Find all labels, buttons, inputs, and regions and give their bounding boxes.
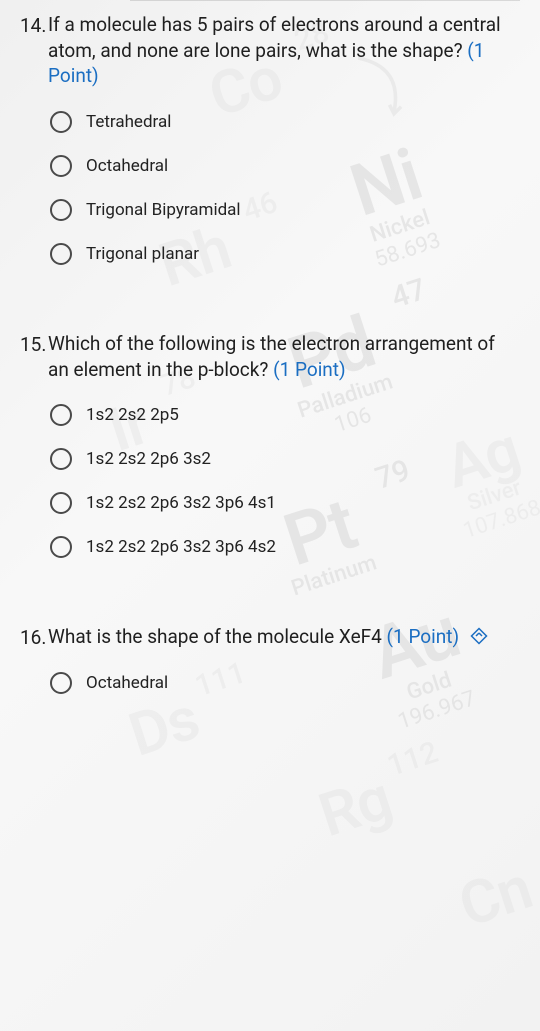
options-list: 1s2 2s2 2p5 1s2 2s2 2p6 3s2 1s2 2s2 2p6 3s… bbox=[20, 404, 520, 558]
option[interactable]: 1s2 2s2 2p5 bbox=[50, 404, 520, 426]
option[interactable]: 1s2 2s2 2p6 3s2 3p6 4s2 bbox=[50, 536, 520, 558]
question-gap bbox=[0, 596, 540, 620]
question-number: 14. bbox=[20, 12, 48, 37]
edit-icon[interactable] bbox=[470, 626, 488, 644]
question-text: What is the shape of the molecule XeF4 (… bbox=[48, 624, 520, 650]
radio-icon[interactable] bbox=[50, 155, 72, 177]
option-label: 1s2 2s2 2p6 3s2 3p6 4s2 bbox=[86, 537, 276, 557]
option-label: Octahedral bbox=[86, 156, 168, 176]
options-list: Octahedral bbox=[20, 672, 520, 694]
option-label: Trigonal planar bbox=[86, 244, 199, 264]
question-text: If a molecule has 5 pairs of electrons a… bbox=[48, 12, 520, 89]
option-label: 1s2 2s2 2p5 bbox=[86, 405, 179, 425]
option-label: 1s2 2s2 2p6 3s2 3p6 4s1 bbox=[86, 493, 276, 513]
question-3: 16.What is the shape of the molecule XeF… bbox=[0, 620, 540, 732]
option[interactable]: 1s2 2s2 2p6 3s2 3p6 4s1 bbox=[50, 492, 520, 514]
question-text: Which of the following is the electron a… bbox=[48, 331, 520, 382]
question-1: 14.If a molecule has 5 pairs of electron… bbox=[0, 8, 540, 303]
option-label: Tetrahedral bbox=[86, 112, 171, 132]
question-points: (1 Point) bbox=[387, 625, 460, 648]
option[interactable]: Tetrahedral bbox=[50, 111, 520, 133]
radio-icon[interactable] bbox=[50, 243, 72, 265]
radio-icon[interactable] bbox=[50, 536, 72, 558]
question-body: Which of the following is the electron a… bbox=[48, 332, 495, 381]
question-number: 16. bbox=[20, 624, 48, 649]
option[interactable]: Octahedral bbox=[50, 672, 520, 694]
option-label: Trigonal Bipyramidal bbox=[86, 200, 241, 220]
options-list: Tetrahedral Octahedral Trigonal Bipyramida… bbox=[20, 111, 520, 265]
option[interactable]: Trigonal Bipyramidal bbox=[50, 199, 520, 221]
option-label: 1s2 2s2 2p6 3s2 bbox=[86, 449, 211, 469]
radio-icon[interactable] bbox=[50, 492, 72, 514]
top-divider bbox=[130, 0, 520, 1]
option[interactable]: Trigonal planar bbox=[50, 243, 520, 265]
radio-icon[interactable] bbox=[50, 672, 72, 694]
radio-icon[interactable] bbox=[50, 448, 72, 470]
quiz-content: 14.If a molecule has 5 pairs of electron… bbox=[0, 0, 540, 1031]
option[interactable]: Octahedral bbox=[50, 155, 520, 177]
radio-icon[interactable] bbox=[50, 199, 72, 221]
radio-icon[interactable] bbox=[50, 404, 72, 426]
question-body: If a molecule has 5 pairs of electrons a… bbox=[48, 13, 501, 62]
option[interactable]: 1s2 2s2 2p6 3s2 bbox=[50, 448, 520, 470]
question-body: What is the shape of the molecule XeF4 bbox=[48, 625, 382, 648]
question-number: 15. bbox=[20, 331, 48, 356]
question-gap bbox=[0, 303, 540, 327]
question-2: 15.Which of the following is the electro… bbox=[0, 327, 540, 596]
option-label: Octahedral bbox=[86, 673, 168, 693]
question-points: (1 Point) bbox=[273, 358, 346, 381]
radio-icon[interactable] bbox=[50, 111, 72, 133]
